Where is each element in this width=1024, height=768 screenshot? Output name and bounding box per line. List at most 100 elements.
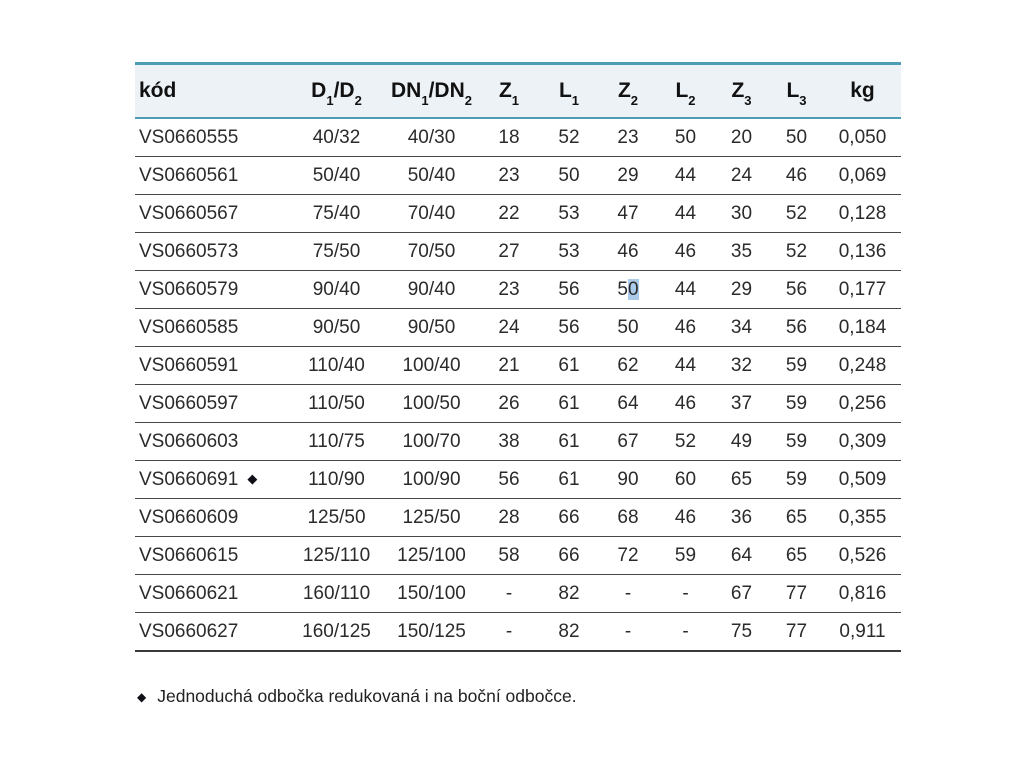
cell-d1-d2: 40/32 <box>289 118 384 157</box>
cell-z3: 36 <box>714 498 769 537</box>
cell-z1: - <box>479 574 539 613</box>
cell-z3: 20 <box>714 118 769 157</box>
cell-l3: 77 <box>769 574 824 613</box>
cell-l3: 65 <box>769 536 824 575</box>
cell-z2: 72 <box>599 536 657 575</box>
cell-l1: 61 <box>539 422 599 461</box>
column-header-l2: L2 <box>657 63 714 119</box>
cell-l3: 52 <box>769 232 824 271</box>
table-row: VS0660615 125/110 125/100 58 66 72 59 64 65 0,526 <box>135 536 901 575</box>
table-body: VS0660555 40/32 40/30 18 52 23 50 20 50 0,050 VS06… <box>135 118 901 652</box>
cell-l1: 53 <box>539 232 599 271</box>
column-header-d1-d2: D1/D2 <box>289 63 384 119</box>
cell-l1: 50 <box>539 156 599 195</box>
cell-kod: VS0660597 <box>135 384 289 423</box>
cell-d1-d2: 75/50 <box>289 232 384 271</box>
cell-kod: VS0660579 <box>135 270 289 309</box>
cell-l2: - <box>657 574 714 613</box>
cell-z1: 56 <box>479 460 539 499</box>
cell-d1-d2: 110/75 <box>289 422 384 461</box>
table-row: VS0660627 160/125 150/125-82- -75 77 0,911 <box>135 612 901 652</box>
cell-kod: VS0660591 <box>135 346 289 385</box>
cell-kg: 0,509 <box>824 460 901 499</box>
column-header-kod: kód <box>135 63 289 119</box>
cell-kg: 0,526 <box>824 536 901 575</box>
product-code: VS0660591 <box>139 354 239 376</box>
cell-dn1-dn2: 150/100 <box>384 574 479 613</box>
cell-dn1-dn2: 100/90 <box>384 460 479 499</box>
cell-kod: VS0660609 <box>135 498 289 537</box>
cell-dn1-dn2: 40/30 <box>384 118 479 157</box>
cell-l2: 46 <box>657 384 714 423</box>
cell-l1: 61 <box>539 460 599 499</box>
cell-z2: - <box>599 612 657 652</box>
cell-dn1-dn2: 125/50 <box>384 498 479 537</box>
cell-z3: 49 <box>714 422 769 461</box>
cell-z2: 29 <box>599 156 657 195</box>
cell-z1: 23 <box>479 270 539 309</box>
cell-kg: 0,184 <box>824 308 901 347</box>
product-code: VS0660603 <box>139 430 239 452</box>
cell-z3: 64 <box>714 536 769 575</box>
table-header: kód D1/D2 DN1/DN2 Z1 L1 Z2 L2 Z3 L3 kg <box>135 63 901 119</box>
diamond-bullet-icon: ◆ <box>137 689 147 704</box>
cell-z1: 38 <box>479 422 539 461</box>
cell-l2: 50 <box>657 118 714 157</box>
product-code: VS0660567 <box>139 202 239 224</box>
cell-kod: VS0660615 <box>135 536 289 575</box>
selection-highlight: 0 <box>628 278 639 300</box>
product-code: VS0660579 <box>139 278 239 300</box>
table-row: VS0660591 110/40 100/40 21 61 62 44 32 59 0,248 <box>135 346 901 385</box>
cell-kg: 0,050 <box>824 118 901 157</box>
cell-z2: 68 <box>599 498 657 537</box>
cell-l1: 52 <box>539 118 599 157</box>
cell-l1: 82 <box>539 612 599 652</box>
dimension-table: kód D1/D2 DN1/DN2 Z1 L1 Z2 L2 Z3 L3 kg VS0660555 4… <box>135 62 901 652</box>
cell-z2: 23 <box>599 118 657 157</box>
cell-z1: 58 <box>479 536 539 575</box>
cell-kg: 0,177 <box>824 270 901 309</box>
cell-z2: 67 <box>599 422 657 461</box>
cell-z1: 18 <box>479 118 539 157</box>
cell-z1: 23 <box>479 156 539 195</box>
cell-l3: 77 <box>769 612 824 652</box>
cell-dn1-dn2: 50/40 <box>384 156 479 195</box>
footnote: ◆ Jednoduchá odbočka redukovaná i na boč… <box>137 686 577 707</box>
cell-z1: 21 <box>479 346 539 385</box>
table-row: VS0660621 160/110 150/100-82- -67 77 0,816 <box>135 574 901 613</box>
cell-d1-d2: 90/40 <box>289 270 384 309</box>
cell-l2: - <box>657 612 714 652</box>
cell-l2: 46 <box>657 498 714 537</box>
product-code: VS0660573 <box>139 240 239 262</box>
cell-l1: 66 <box>539 536 599 575</box>
cell-l3: 50 <box>769 118 824 157</box>
product-code: VS0660555 <box>139 126 239 148</box>
table-row: VS0660573 75/50 70/50 27 53 46 46 35 52 0,136 <box>135 232 901 271</box>
cell-z2: - <box>599 574 657 613</box>
product-code: VS0660585 <box>139 316 239 338</box>
table-row: VS0660597 110/50 100/50 26 61 64 46 37 59 0,256 <box>135 384 901 423</box>
table-row: VS0660585 90/50 90/50 24 56 50 46 34 56 0,184 <box>135 308 901 347</box>
cell-kod: VS0660691 ◆ <box>135 460 289 499</box>
cell-l3: 56 <box>769 308 824 347</box>
cell-kg: 0,069 <box>824 156 901 195</box>
product-code: VS0660691 <box>139 468 239 490</box>
cell-kg: 0,136 <box>824 232 901 271</box>
cell-kg: 0,911 <box>824 612 901 652</box>
footnote-text: Jednoduchá odbočka redukovaná i na boční… <box>157 686 577 706</box>
cell-z1: 24 <box>479 308 539 347</box>
cell-d1-d2: 125/50 <box>289 498 384 537</box>
product-code: VS0660597 <box>139 392 239 414</box>
cell-l2: 46 <box>657 308 714 347</box>
cell-l1: 82 <box>539 574 599 613</box>
cell-d1-d2: 125/110 <box>289 536 384 575</box>
column-header-z2: Z2 <box>599 63 657 119</box>
cell-z2: 50 <box>599 270 657 309</box>
cell-z3: 24 <box>714 156 769 195</box>
cell-l2: 44 <box>657 156 714 195</box>
table-row: VS0660603 110/75 100/70 38 61 67 52 49 59 0,309 <box>135 422 901 461</box>
cell-z1: 22 <box>479 194 539 233</box>
cell-l1: 56 <box>539 270 599 309</box>
cell-z3: 37 <box>714 384 769 423</box>
